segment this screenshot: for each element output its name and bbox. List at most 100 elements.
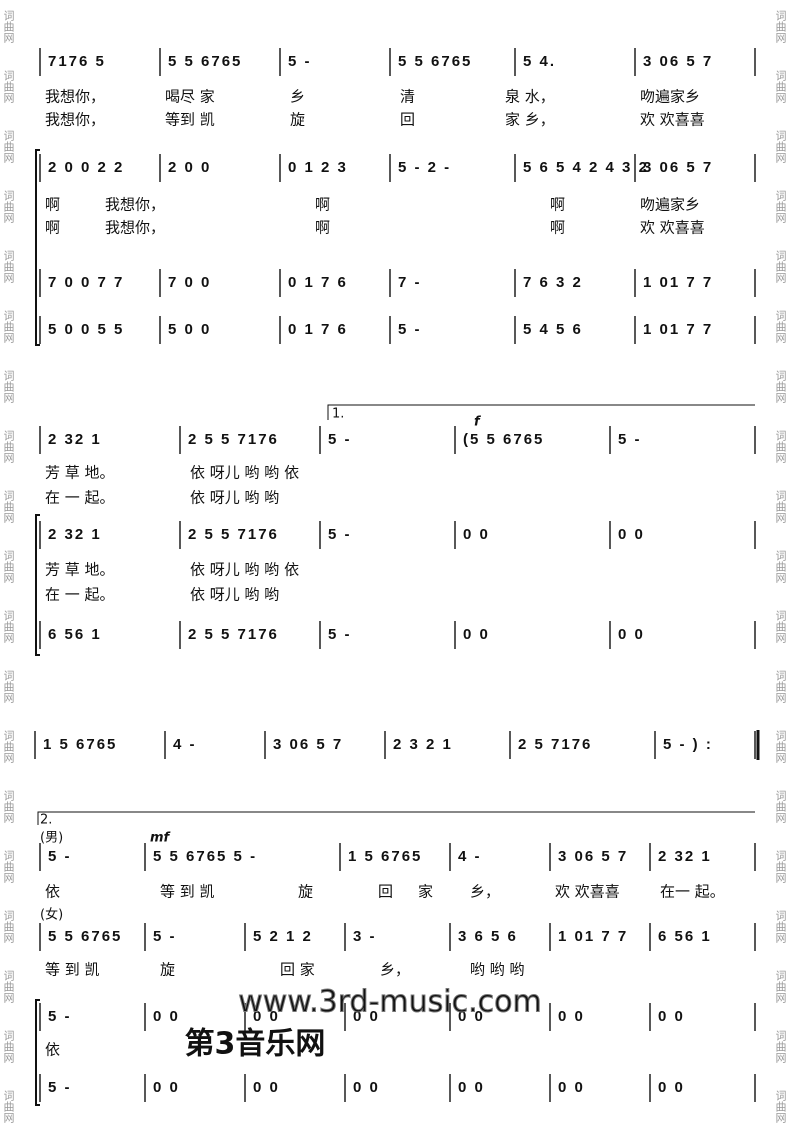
side-mark: 词曲网 <box>2 730 15 764</box>
measure: 6 56 1 <box>658 928 712 945</box>
lyric: 依 <box>45 1041 60 1059</box>
side-mark: 词曲网 <box>774 850 787 884</box>
measure: 2 32 1 <box>48 526 102 543</box>
measure: 5 4. <box>523 53 556 70</box>
bracket <box>35 149 40 346</box>
lyric: 我想你， <box>105 219 165 237</box>
measure: 5 - <box>618 431 642 448</box>
side-mark: 词曲网 <box>774 790 787 824</box>
measure: 0 0 <box>463 526 490 543</box>
side-mark: 词曲网 <box>774 370 787 404</box>
measure: 1 01 7 7 <box>643 274 713 291</box>
lyric: 欢 欢喜喜 <box>555 883 620 901</box>
side-mark: 词曲网 <box>774 910 787 944</box>
lyric: 欢 欢喜喜 <box>640 219 705 237</box>
side-mark: 词曲网 <box>2 790 15 824</box>
lyric: 啊 <box>550 196 565 214</box>
measure: 1 01 7 7 <box>643 321 713 338</box>
lyric: 依 呀儿 哟 哟 <box>190 586 279 604</box>
measure: 2 5 5 7176 <box>188 526 279 543</box>
lyric: 乡 <box>290 88 305 106</box>
measure: 0 0 <box>618 526 645 543</box>
lyric: 在 一 起。 <box>45 586 115 604</box>
score-mark: mf <box>150 831 172 846</box>
measure: 5 4 5 6 <box>523 321 583 338</box>
measure: 3 06 5 7 <box>273 736 343 753</box>
score-mark: (女) <box>40 907 63 923</box>
measure: 7 6 3 2 <box>523 274 583 291</box>
measure: 0 1 2 3 <box>288 159 348 176</box>
measure: 3 06 5 7 <box>643 159 713 176</box>
measure: 1 5 6765 <box>43 736 117 753</box>
side-mark: 词曲网 <box>774 730 787 764</box>
measure: 3 6 5 6 <box>458 928 518 945</box>
measure: 5 0 0 5 5 <box>48 321 124 338</box>
measure: 5 - <box>328 526 352 543</box>
side-mark: 词曲网 <box>774 190 787 224</box>
side-mark: 词曲网 <box>2 70 15 104</box>
score-mark: 2. <box>40 813 52 828</box>
side-mark: 词曲网 <box>2 490 15 524</box>
side-mark: 词曲网 <box>774 70 787 104</box>
lyric: 我想你， <box>45 111 105 129</box>
lyric: 我想你， <box>105 196 165 214</box>
measure: 2 5 5 7176 <box>188 626 279 643</box>
side-mark: 词曲网 <box>2 850 15 884</box>
measure: 5 - ) : <box>663 736 713 753</box>
lyric: 回 家 <box>280 961 315 979</box>
side-mark: 词曲网 <box>2 910 15 944</box>
volta <box>327 404 755 420</box>
lyric: 等 到 凯 <box>160 883 215 901</box>
lyric: 啊 <box>550 219 565 237</box>
measure: 5 - <box>288 53 312 70</box>
lyric: 在 一 起。 <box>45 489 115 507</box>
measure: 0 0 <box>463 626 490 643</box>
measure: 7 0 0 7 7 <box>48 274 124 291</box>
lyric: 回 <box>400 111 415 129</box>
measure: 0 0 <box>253 1079 280 1096</box>
lyric: 乡， <box>470 883 500 901</box>
side-mark: 词曲网 <box>774 250 787 284</box>
side-mark: 词曲网 <box>774 670 787 704</box>
lyric: 啊 <box>45 196 60 214</box>
side-mark: 词曲网 <box>774 490 787 524</box>
lyric: 吻遍家乡 <box>640 196 700 214</box>
measure: 5 2 1 2 <box>253 928 313 945</box>
measure: 0 0 <box>153 1079 180 1096</box>
side-mark: 词曲网 <box>2 1030 15 1064</box>
measure: 0 0 <box>353 1008 380 1025</box>
side-mark: 词曲网 <box>2 10 15 44</box>
lyric: 依 呀儿 哟 哟 <box>190 489 279 507</box>
side-mark: 词曲网 <box>774 1090 787 1124</box>
lyric: 依 <box>45 883 60 901</box>
side-mark: 词曲网 <box>774 1030 787 1064</box>
side-mark: 词曲网 <box>2 610 15 644</box>
lyric: 吻遍家乡 <box>640 88 700 106</box>
lyric: 欢 欢喜喜 <box>640 111 705 129</box>
measure: 0 0 <box>458 1008 485 1025</box>
lyric: 喝尽 家 <box>165 88 215 106</box>
lyric: 回 <box>378 883 393 901</box>
lyric: 啊 <box>315 219 330 237</box>
side-mark: 词曲网 <box>2 550 15 584</box>
side-mark: 词曲网 <box>2 430 15 464</box>
lyric: 泉 水， <box>505 88 555 106</box>
score-mark: (男) <box>40 831 63 846</box>
side-mark: 词曲网 <box>774 310 787 344</box>
side-mark: 词曲网 <box>774 610 787 644</box>
measure: 5 - <box>48 1079 72 1096</box>
lyric: 依 呀儿 哟 哟 依 <box>190 561 299 579</box>
measure: 4 - <box>458 848 482 865</box>
measure: (5 5 6765 <box>463 431 544 448</box>
measure: 0 0 <box>253 1008 280 1025</box>
side-mark: 词曲网 <box>2 370 15 404</box>
volta <box>37 811 755 825</box>
lyric: 旋 <box>298 883 313 901</box>
side-mark: 词曲网 <box>2 310 15 344</box>
side-mark: 词曲网 <box>2 190 15 224</box>
measure: 5 0 0 <box>168 321 211 338</box>
measure: 1 5 6765 <box>348 848 422 865</box>
measure: 3 06 5 7 <box>643 53 713 70</box>
measure: 7 - <box>398 274 422 291</box>
